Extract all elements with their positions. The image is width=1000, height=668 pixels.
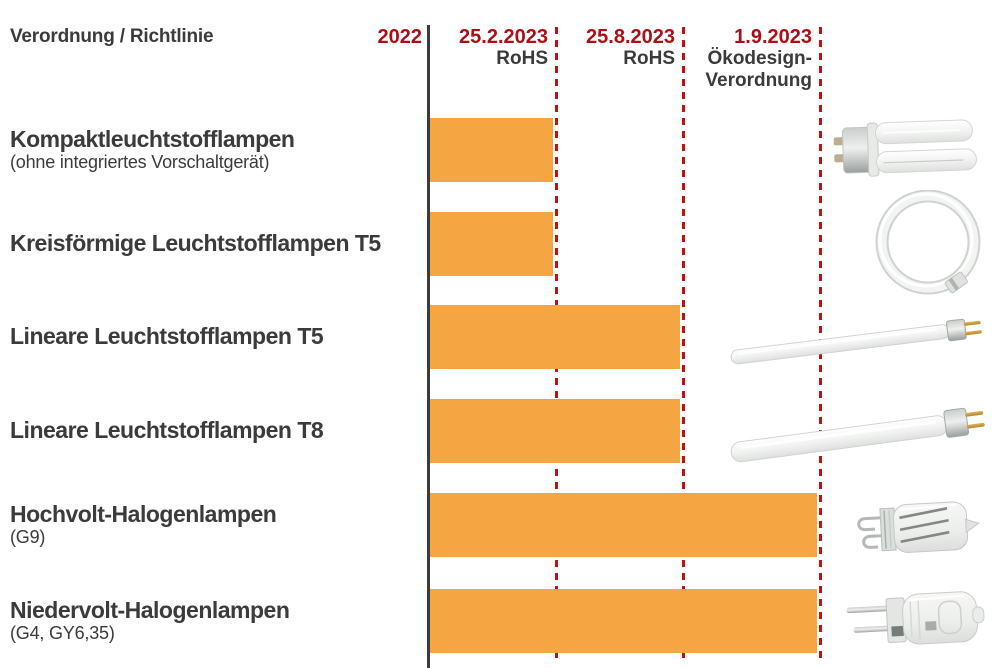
- lamp-filament: [899, 507, 950, 544]
- row-label: Hochvolt-Halogenlampen (G9): [10, 493, 420, 557]
- lamp-tube: [730, 324, 950, 365]
- milestone-column-2: 25.8.2023 RoHS: [586, 26, 675, 70]
- lamp-filament: [925, 621, 937, 631]
- lamp-pin: [964, 330, 982, 336]
- row-niedervolt-halogenlampen: Niedervolt-Halogenlampen (G4, GY6,35): [0, 589, 1000, 653]
- phaseout-bar-row-0: [430, 118, 553, 182]
- phaseout-bar-row-2: [430, 305, 680, 369]
- linear-tube-t8-icon: [730, 407, 985, 463]
- row-title: Kompaktleuchtstofflampen: [10, 125, 295, 152]
- lamp-ring-connector: [944, 271, 968, 294]
- row-kompaktleuchtstofflampen: Kompaktleuchtstofflampen (ohne integrier…: [0, 118, 1000, 182]
- lamp-end-cap: [943, 407, 970, 438]
- milestone-regulation-line-2: Verordnung: [705, 69, 812, 91]
- milestone-column-1: 25.2.2023 RoHS: [459, 26, 548, 70]
- lamp-pin: [963, 320, 981, 326]
- row-hochvolt-halogenlampen: Hochvolt-Halogenlampen (G9): [0, 493, 1000, 557]
- lamp-tip: [965, 518, 980, 534]
- row-label: Lineare Leuchtstofflampen T8: [10, 399, 420, 463]
- row-title: Lineare Leuchtstofflampen T5: [10, 323, 324, 350]
- lamp-loop-pin: [862, 534, 886, 549]
- row-title: Hochvolt-Halogenlampen: [10, 500, 277, 527]
- g9-halogen-lamp-icon: [857, 501, 980, 553]
- row-note: (G9): [10, 526, 46, 547]
- lamp-pin: [846, 605, 889, 614]
- chart-title: Verordnung / Richtlinie: [10, 26, 214, 47]
- lamp-ring-tube: [877, 191, 979, 293]
- lamp-base-contact: [891, 625, 904, 637]
- row-label: Lineare Leuchtstofflampen T5: [10, 305, 420, 369]
- row-title: Lineare Leuchtstofflampen T8: [10, 417, 324, 444]
- phaseout-bar-row-5: [430, 589, 817, 653]
- milestone-column-3: 1.9.2023 Ökodesign- Verordnung: [705, 26, 812, 91]
- milestone-date: 1.9.2023: [734, 26, 812, 48]
- linear-tube-t5-icon: [730, 318, 982, 365]
- milestone-regulation: RoHS: [496, 48, 548, 70]
- phaseout-bar-row-4: [430, 493, 817, 557]
- lamp-pin: [853, 625, 896, 633]
- row-note: (ohne integriertes Vorschaltgerät): [10, 151, 270, 172]
- phaseout-bar-row-3: [430, 399, 680, 463]
- phaseout-bar-row-1: [430, 212, 553, 276]
- row-title: Niedervolt-Halogenlampen: [10, 596, 290, 623]
- row-label: Niedervolt-Halogenlampen (G4, GY6,35): [10, 589, 420, 653]
- milestone-regulation-line-1: Ökodesign-: [707, 48, 812, 70]
- row-title: Kreisförmige Leuchtstofflampen T5: [10, 230, 381, 257]
- lamp-loop-pin: [857, 516, 883, 532]
- milestone-date: 25.2.2023: [459, 26, 548, 48]
- lamp-capsule: [902, 591, 978, 645]
- milestone-date: 25.8.2023: [586, 26, 675, 48]
- circular-fluorescent-lamp-icon: [875, 190, 981, 295]
- row-lineare-leuchtstofflampen-t5: Lineare Leuchtstofflampen T5: [0, 305, 1000, 369]
- lamp-pin: [966, 422, 985, 429]
- lamp-tip: [972, 606, 985, 624]
- row-kreisfoermige-leuchtstofflampen-t5: Kreisförmige Leuchtstofflampen T5: [0, 212, 1000, 276]
- timeline-start-year: 2022: [377, 26, 423, 48]
- compact-fluorescent-lamp-icon: [833, 119, 977, 177]
- row-label: Kompaktleuchtstofflampen (ohne integrier…: [10, 118, 420, 182]
- milestone-dashed-line-2: [682, 27, 685, 661]
- g4-halogen-lamp-icon: [846, 591, 985, 645]
- lamp-inner-bulb: [937, 600, 963, 635]
- row-lineare-leuchtstofflampen-t8: Lineare Leuchtstofflampen T8: [0, 399, 1000, 463]
- row-label: Kreisförmige Leuchtstofflampen T5: [10, 212, 420, 276]
- row-note: (G4, GY6,35): [10, 622, 115, 643]
- timeline-axis-line: [427, 25, 430, 668]
- milestone-regulation: RoHS: [623, 48, 675, 70]
- lamp-pin: [965, 410, 984, 417]
- lamp-end-cap: [946, 318, 967, 342]
- lamp-tube: [730, 415, 948, 463]
